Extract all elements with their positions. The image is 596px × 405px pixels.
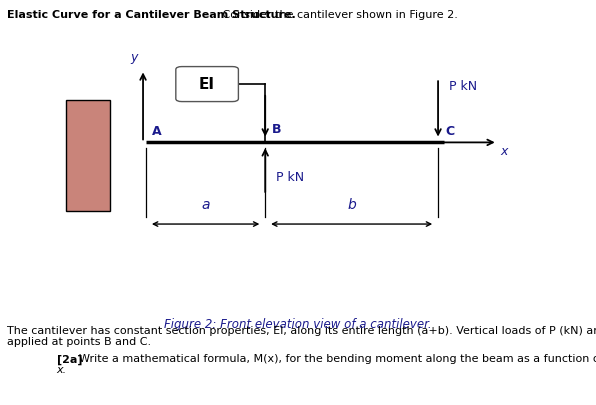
Text: [2a]: [2a] bbox=[57, 354, 82, 364]
Text: A: A bbox=[152, 125, 162, 138]
Text: P kN: P kN bbox=[276, 171, 304, 184]
Text: C: C bbox=[445, 125, 454, 138]
Text: Consider the cantilever shown in Figure 2.: Consider the cantilever shown in Figure … bbox=[219, 10, 458, 20]
Text: P kN: P kN bbox=[449, 81, 477, 94]
Text: applied at points B and C.: applied at points B and C. bbox=[7, 337, 151, 347]
Text: B: B bbox=[272, 123, 282, 136]
Bar bbox=[66, 100, 110, 211]
Text: The cantilever has constant section properties, EI, along its entire length (a+b: The cantilever has constant section prop… bbox=[7, 326, 596, 336]
Text: Write a mathematical formula, M(x), for the bending moment along the beam as a f: Write a mathematical formula, M(x), for … bbox=[79, 354, 596, 364]
FancyBboxPatch shape bbox=[176, 66, 238, 102]
Text: Elastic Curve for a Cantilever Beam Structure.: Elastic Curve for a Cantilever Beam Stru… bbox=[7, 10, 296, 20]
Text: x: x bbox=[501, 145, 508, 158]
Text: EI: EI bbox=[199, 77, 215, 92]
Text: Figure 2: Front elevation view of a cantilever.: Figure 2: Front elevation view of a cant… bbox=[164, 318, 432, 331]
Text: x.: x. bbox=[57, 365, 67, 375]
Text: y: y bbox=[131, 51, 138, 64]
Text: b: b bbox=[347, 198, 356, 212]
Text: a: a bbox=[201, 198, 210, 212]
